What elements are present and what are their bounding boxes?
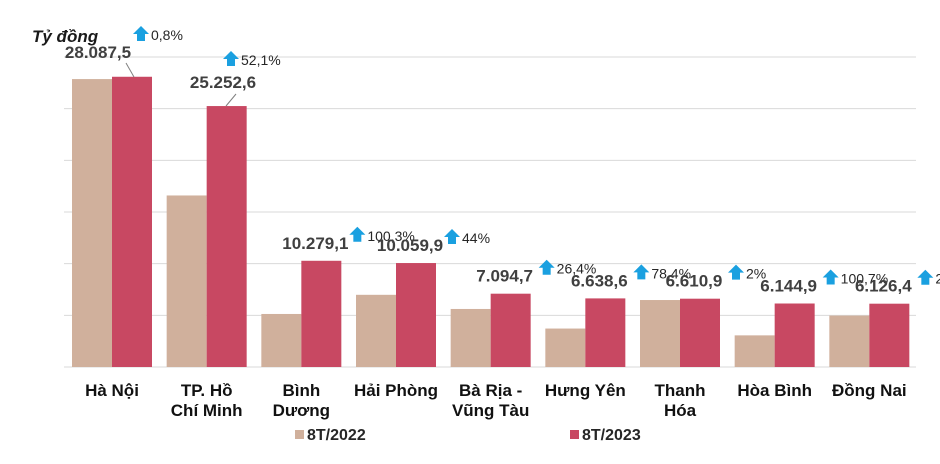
bar-8t2023 xyxy=(396,263,436,367)
legend-label: 8T/2023 xyxy=(582,427,641,444)
bar-8t2023 xyxy=(301,260,342,367)
bar-8t2023 xyxy=(585,298,626,367)
x-tick-label: Thanh xyxy=(655,381,706,400)
up-arrow-icon xyxy=(822,269,839,285)
bar-8t2022 xyxy=(450,308,491,367)
bar-8t2022 xyxy=(640,300,680,367)
bar-8t2023 xyxy=(680,298,720,367)
up-arrow-icon xyxy=(917,269,934,285)
x-tick-label: Vũng Tàu xyxy=(452,401,529,420)
x-tick-label: Hải Phòng xyxy=(354,381,438,400)
x-tick-label: Chí Minh xyxy=(171,401,243,420)
up-arrow-icon xyxy=(444,229,460,245)
up-arrow-icon xyxy=(538,259,555,275)
legend-swatch xyxy=(570,430,579,439)
legend: 8T/2022 8T/2023 xyxy=(295,427,641,444)
data-label: 6.610,9 xyxy=(666,272,723,291)
x-tick-label: Hòa Bình xyxy=(737,381,812,400)
x-tick-label: Dương xyxy=(273,401,330,420)
growth-label: 100,7% xyxy=(841,271,888,287)
x-tick-label: Hưng Yên xyxy=(545,381,626,400)
up-arrow-icon xyxy=(728,264,744,280)
x-tick-label: Hóa xyxy=(664,401,697,420)
growth-label: 52,1% xyxy=(241,52,281,68)
bars xyxy=(72,76,910,368)
x-tick-label: Đồng Nai xyxy=(832,381,907,400)
growth-label: 78,4% xyxy=(651,265,691,281)
bar-8t2023 xyxy=(112,76,152,367)
bar-8t2022 xyxy=(545,328,586,367)
leader-line xyxy=(125,62,135,78)
data-label: 10.279,1 xyxy=(282,234,348,253)
growth-label: 2% xyxy=(746,266,766,282)
data-label: 25.252,6 xyxy=(190,73,256,92)
x-tick-label: Bà Rịa - xyxy=(459,381,522,400)
x-tick-label: Hà Nội xyxy=(85,381,139,400)
bar-8t2023 xyxy=(490,293,531,367)
up-arrow-icon xyxy=(223,51,239,66)
growth-label: 26,4% xyxy=(557,261,597,277)
bar-8t2022 xyxy=(829,315,870,367)
legend-swatch xyxy=(295,430,304,439)
bar-8t2023 xyxy=(206,106,247,368)
y-axis-unit-label: Tỷ đồng xyxy=(32,27,99,46)
bar-8t2022 xyxy=(261,313,302,367)
bar-8t2022 xyxy=(734,335,775,367)
bar-8t2023 xyxy=(774,303,815,367)
bar-8t2022 xyxy=(166,195,207,367)
legend-label: 8T/2022 xyxy=(307,427,366,444)
bar-8t2023 xyxy=(869,303,910,367)
growth-label: 23,1% xyxy=(935,271,940,287)
data-label: 6.126,4 xyxy=(855,277,912,296)
data-label: 28.087,5 xyxy=(65,43,131,62)
growth-label: 44% xyxy=(462,230,490,246)
data-label: 6.638,6 xyxy=(571,271,628,290)
x-tick-label: Bình xyxy=(282,381,320,400)
bar-8t2022 xyxy=(356,294,396,367)
leader-line xyxy=(225,93,237,107)
up-arrow-icon xyxy=(133,26,149,41)
up-arrow-icon xyxy=(633,264,650,280)
data-label: 7.094,7 xyxy=(476,267,533,286)
up-arrow-icon xyxy=(349,226,366,242)
growth-label: 100,3% xyxy=(367,228,414,244)
data-label: 10.059,9 xyxy=(377,236,443,255)
data-label: 6.144,9 xyxy=(760,277,817,296)
bar-8t2022 xyxy=(72,79,112,368)
x-tick-label: TP. Hồ xyxy=(181,381,233,400)
growth-label: 0,8% xyxy=(151,27,183,43)
